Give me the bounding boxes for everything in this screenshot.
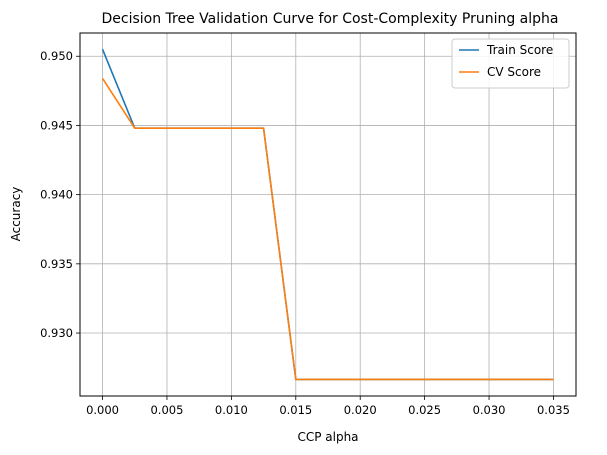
x-axis-label: CCP alpha bbox=[297, 430, 358, 444]
x-tick-label: 0.000 bbox=[86, 403, 119, 417]
y-axis-ticks: 0.930 0.935 0.940 0.945 0.950 bbox=[40, 49, 80, 340]
series-line-0 bbox=[101, 49, 554, 381]
series-lines bbox=[101, 49, 554, 381]
y-tick-label: 0.930 bbox=[40, 326, 73, 340]
y-tick-label: 0.935 bbox=[40, 257, 73, 271]
x-tick-label: 0.010 bbox=[215, 403, 248, 417]
x-tick-label: 0.020 bbox=[344, 403, 377, 417]
x-tick-label: 0.035 bbox=[537, 403, 570, 417]
y-tick-label: 0.945 bbox=[40, 118, 73, 132]
series-line-1 bbox=[101, 77, 554, 381]
x-tick-label: 0.005 bbox=[150, 403, 183, 417]
legend-box bbox=[451, 38, 570, 89]
chart-title: Decision Tree Validation Curve for Cost-… bbox=[101, 11, 558, 27]
x-tick-label: 0.015 bbox=[279, 403, 312, 417]
y-tick-label: 0.940 bbox=[40, 188, 73, 202]
legend: Train Score CV Score bbox=[451, 38, 570, 89]
legend-label: CV Score bbox=[487, 65, 541, 79]
y-tick-label: 0.950 bbox=[40, 49, 73, 63]
x-tick-label: 0.030 bbox=[473, 403, 506, 417]
x-tick-label: 0.025 bbox=[408, 403, 441, 417]
y-axis-label: Accuracy bbox=[9, 187, 23, 242]
plot-frame bbox=[79, 32, 577, 397]
x-axis-ticks: 0.000 0.005 0.010 0.015 0.020 0.025 0.030 0.035 bbox=[86, 396, 570, 417]
legend-label: Train Score bbox=[486, 43, 553, 57]
